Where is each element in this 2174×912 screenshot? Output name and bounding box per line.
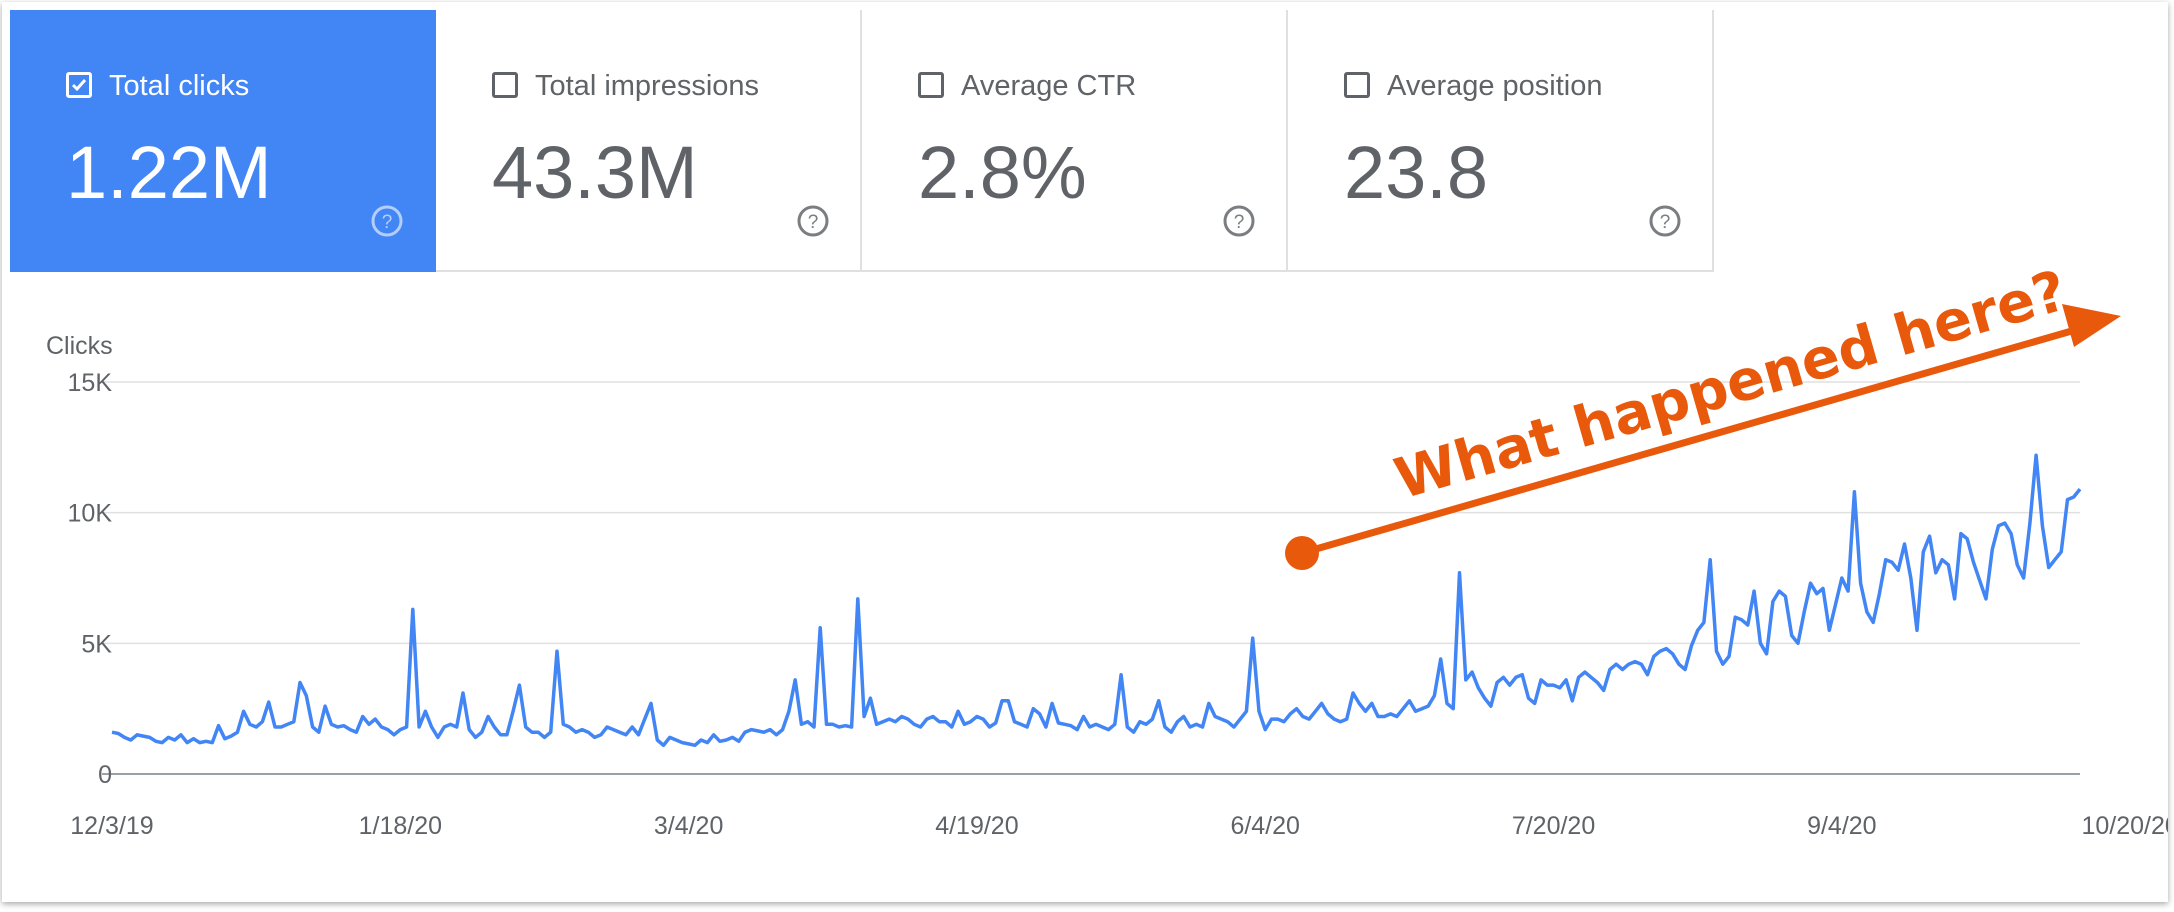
- metric-card-total-impressions[interactable]: Total impressions 43.3M ?: [436, 10, 862, 272]
- checkbox[interactable]: [918, 72, 944, 98]
- x-axis-ticks: 12/3/19 1/18/20 3/4/20 4/19/20 6/4/20 7/20/20…: [70, 812, 2168, 840]
- metric-label: Total clicks: [109, 70, 250, 102]
- x-tick-label: 7/20/20: [1512, 812, 1595, 840]
- metric-value: 1.22M: [66, 131, 272, 214]
- metric-card-average-ctr[interactable]: Average CTR 2.8% ?: [862, 10, 1288, 272]
- svg-text:?: ?: [382, 212, 393, 233]
- metric-value: 23.8: [1344, 131, 1489, 214]
- series-layer: [111, 453, 2082, 748]
- annotation-layer: What happened here?: [1285, 258, 2121, 570]
- series-line-clicks: [111, 453, 2082, 748]
- help-icon[interactable]: ?: [796, 204, 830, 238]
- svg-text:?: ?: [1660, 212, 1671, 233]
- metric-card-average-position[interactable]: Average position 23.8 ?: [1288, 10, 1714, 272]
- x-tick-label: 10/20/20: [2081, 812, 2168, 840]
- metric-card-total-clicks[interactable]: Total clicks 1.22M ?: [10, 10, 436, 272]
- y-axis-ticks: 15K 10K 5K 0: [68, 369, 113, 789]
- annotation-arrowhead: [2062, 304, 2121, 347]
- y-tick-label: 15K: [68, 369, 113, 397]
- checkbox[interactable]: [1344, 72, 1370, 98]
- x-tick-label: 6/4/20: [1230, 812, 1300, 840]
- metric-cards: Total clicks 1.22M ? Total impressions 4…: [10, 10, 1714, 272]
- checkbox[interactable]: [492, 72, 518, 98]
- metric-label: Total impressions: [535, 70, 760, 102]
- svg-text:?: ?: [1234, 212, 1245, 233]
- help-icon[interactable]: ?: [370, 204, 404, 238]
- x-tick-label: 1/18/20: [359, 812, 442, 840]
- chart-gridlines: [102, 381, 2080, 775]
- checkbox[interactable]: [66, 72, 92, 98]
- metric-label: Average position: [1387, 70, 1603, 102]
- svg-text:?: ?: [808, 212, 819, 233]
- y-tick-label: 0: [98, 761, 112, 789]
- help-icon[interactable]: ?: [1222, 204, 1256, 238]
- x-tick-label: 3/4/20: [654, 812, 724, 840]
- metric-value: 2.8%: [918, 131, 1087, 214]
- y-axis-title: Clicks: [46, 332, 113, 360]
- metric-label: Average CTR: [961, 70, 1137, 102]
- y-tick-label: 10K: [68, 500, 113, 528]
- x-tick-label: 9/4/20: [1807, 812, 1877, 840]
- metric-value: 43.3M: [492, 131, 698, 214]
- annotation-dot: [1285, 536, 1319, 570]
- help-icon[interactable]: ?: [1648, 204, 1682, 238]
- x-tick-label: 12/3/19: [70, 812, 153, 840]
- x-tick-label: 4/19/20: [935, 812, 1018, 840]
- y-tick-label: 5K: [81, 630, 112, 658]
- annotation-arrow-line: [1301, 324, 2083, 557]
- annotation-text: What happened here?: [1388, 258, 2074, 512]
